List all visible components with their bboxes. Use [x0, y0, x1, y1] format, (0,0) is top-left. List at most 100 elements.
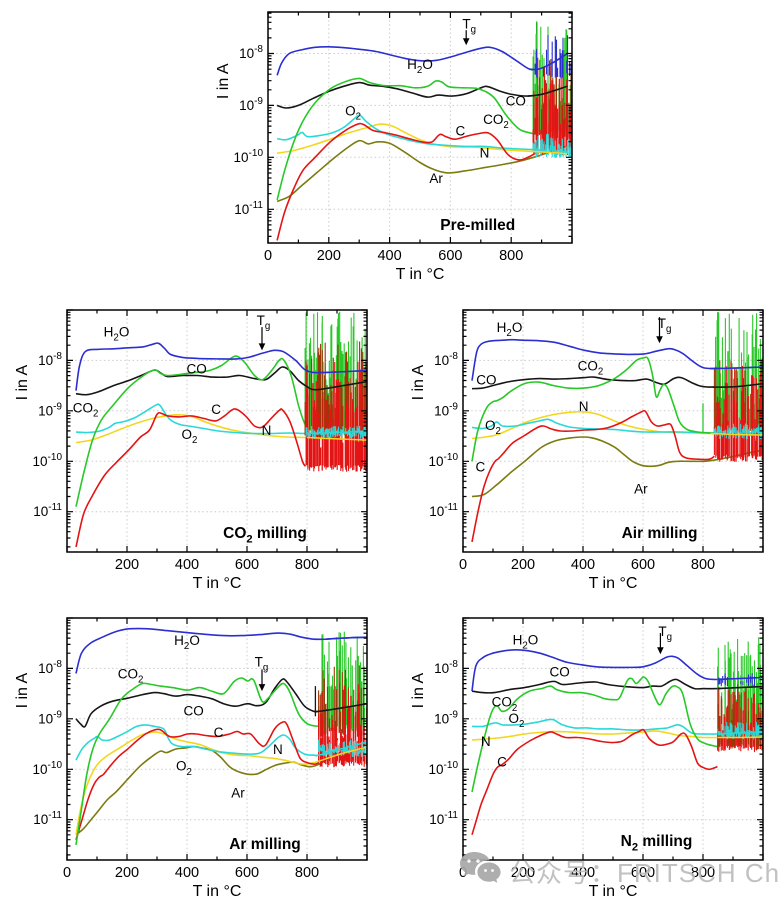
curve-H2O [471, 649, 763, 692]
curve-CO [471, 678, 763, 694]
panel-co2-milling: 200 400 600 800 10-8 10-9 10-10 10-11 T in °C I i… [14, 309, 368, 592]
curve-O2 [471, 418, 715, 434]
tg-annotation [258, 669, 266, 692]
svg-text:T in °C: T in °C [396, 266, 445, 283]
svg-text:10-11: 10-11 [33, 502, 62, 519]
svg-text:Tg​: Tg​ [257, 313, 271, 332]
svg-text:O2​: O2​ [345, 104, 361, 123]
svg-text:600: 600 [631, 865, 655, 881]
svg-text:400: 400 [377, 248, 401, 264]
svg-text:Ar: Ar [634, 481, 648, 496]
svg-text:I in A: I in A [14, 672, 31, 708]
svg-text:10-11: 10-11 [429, 810, 458, 827]
svg-text:Ar: Ar [231, 785, 245, 800]
svg-text:CO: CO [476, 373, 496, 388]
noise-O2 [304, 426, 367, 439]
svg-text:200: 200 [317, 248, 341, 264]
svg-text:600: 600 [235, 865, 259, 881]
curve-C [75, 408, 307, 548]
curve-C [471, 409, 715, 543]
svg-text:400: 400 [175, 557, 199, 573]
curve-C [276, 122, 536, 241]
svg-text:I in A: I in A [410, 364, 427, 400]
curve-CO2 [471, 356, 715, 462]
svg-text:T in °C: T in °C [193, 883, 242, 900]
svg-text:CO2​: CO2​ [492, 695, 518, 714]
svg-text:10-9: 10-9 [434, 401, 458, 418]
svg-text:800: 800 [295, 865, 319, 881]
svg-text:O2​: O2​ [508, 711, 524, 730]
noise-C [532, 63, 572, 156]
curve-CO [276, 81, 568, 109]
panel-n2-milling: 0 200 400 600 800 10-8 10-9 10-10 10-11 T in °C I … [410, 617, 764, 900]
svg-text:H2​O: H2​O [407, 57, 433, 76]
curve-CO [471, 376, 763, 390]
svg-text:Ar milling: Ar milling [229, 836, 301, 853]
svg-text:200: 200 [115, 557, 139, 573]
svg-text:C: C [456, 123, 466, 138]
svg-text:200: 200 [115, 865, 139, 881]
curve-N [75, 414, 367, 444]
svg-text:C: C [211, 402, 221, 417]
svg-text:O2​: O2​ [181, 427, 197, 446]
svg-text:10-11: 10-11 [33, 810, 62, 827]
svg-text:H2​O: H2​O [174, 633, 200, 652]
svg-text:0: 0 [459, 557, 467, 573]
svg-text:10-10: 10-10 [33, 452, 63, 469]
svg-text:N: N [480, 146, 490, 161]
svg-text:Tg​: Tg​ [462, 16, 476, 35]
curve-O2 [471, 718, 763, 735]
svg-text:10-10: 10-10 [429, 760, 459, 777]
curve-CO2 [471, 676, 718, 793]
svg-text:CO2​: CO2​ [73, 400, 99, 419]
svg-text:CO2​: CO2​ [483, 112, 509, 131]
curve-H2O [276, 45, 568, 76]
tg-annotation [462, 30, 470, 46]
svg-text:800: 800 [295, 557, 319, 573]
curve-N [75, 731, 367, 835]
curve-CO [75, 678, 367, 728]
curve-O2 [75, 403, 367, 435]
svg-text:10-10: 10-10 [234, 148, 264, 165]
svg-text:10-10: 10-10 [429, 452, 459, 469]
svg-text:O2​: O2​ [176, 759, 192, 778]
svg-text:I in A: I in A [410, 672, 427, 708]
svg-text:800: 800 [499, 248, 523, 264]
svg-text:Pre-milled: Pre-milled [440, 217, 515, 234]
svg-text:CO: CO [506, 93, 526, 108]
svg-text:CO2​: CO2​ [118, 666, 144, 685]
svg-text:10-8: 10-8 [239, 44, 263, 61]
svg-text:N: N [273, 742, 283, 757]
svg-text:CO: CO [549, 664, 569, 679]
svg-text:I in A: I in A [14, 364, 31, 400]
svg-text:800: 800 [691, 557, 715, 573]
svg-text:10-11: 10-11 [429, 502, 458, 519]
svg-text:CO2​: CO2​ [578, 358, 604, 377]
svg-text:I in A: I in A [215, 63, 232, 99]
panel-pre-milled: 0 200 400 600 800 10-8 10-9 10-10 10-11 T in °C I … [215, 11, 573, 283]
curve-H2O [471, 338, 763, 381]
svg-text:0: 0 [264, 248, 272, 264]
svg-text:C: C [476, 459, 486, 474]
svg-text:T in °C: T in °C [193, 575, 242, 592]
curve-Ar [471, 436, 763, 498]
panel-air-milling: 0 200 400 600 800 10-8 10-9 10-10 10-11 T in °C I … [410, 309, 764, 592]
svg-text:10-11: 10-11 [234, 200, 263, 217]
tg-annotation [258, 327, 266, 351]
noise-O2 [717, 721, 763, 740]
svg-text:C: C [214, 725, 224, 740]
svg-text:H2​O: H2​O [104, 325, 130, 344]
panel-ar-milling: 0 200 400 600 800 10-8 10-9 10-10 10-11 T in °C I … [14, 617, 368, 900]
svg-text:CO: CO [186, 361, 206, 376]
tg-annotation [657, 633, 664, 655]
tg-annotation [656, 317, 663, 344]
svg-text:10-9: 10-9 [38, 401, 62, 418]
svg-text:O2​: O2​ [485, 418, 501, 437]
svg-text:10-8: 10-8 [38, 351, 62, 368]
svg-text:200: 200 [511, 865, 535, 881]
svg-text:10-8: 10-8 [434, 659, 458, 676]
curve-H2O [75, 627, 367, 674]
svg-text:N: N [579, 399, 589, 414]
svg-text:10-9: 10-9 [434, 709, 458, 726]
